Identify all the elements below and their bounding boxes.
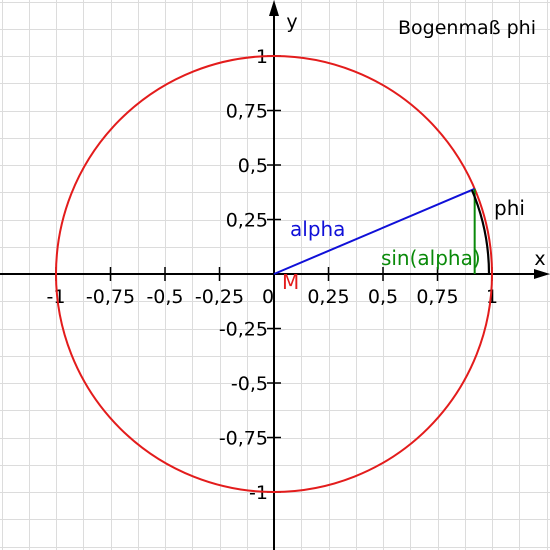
y-tick-label: -0,5 [231, 373, 268, 395]
x-tick-label: 1 [486, 286, 498, 308]
center-label-m: M [282, 270, 299, 294]
figure-title: Bogenmaß phi [398, 17, 536, 39]
y-tick-label: -0,25 [219, 319, 268, 341]
x-tick-label: 0 [262, 286, 274, 308]
x-tick-label: 0,75 [416, 286, 458, 308]
alpha-label: alpha [290, 217, 345, 241]
y-axis-label: y [286, 11, 297, 33]
unit-circle [55, 55, 493, 493]
phi-label: phi [494, 196, 525, 220]
y-tick-label: -0,75 [219, 428, 268, 450]
sine-label: sin(alpha) [381, 246, 481, 270]
x-axis-label: x [534, 248, 545, 270]
x-tick-label: 0,25 [307, 286, 349, 308]
x-tick-label: 0,5 [368, 286, 398, 308]
x-tick-label: -0,25 [195, 286, 244, 308]
y-tick-label: -1 [249, 482, 268, 504]
arc-phi [470, 189, 491, 275]
x-tick-label: -0,5 [146, 286, 183, 308]
x-axis-arrowhead [534, 269, 550, 279]
x-tick-label: -1 [47, 286, 66, 308]
y-axis-arrowhead [269, 0, 279, 16]
y-tick-label: 0,25 [226, 210, 268, 232]
y-tick-label: 0,75 [226, 101, 268, 123]
y-tick-label: 0,5 [238, 155, 268, 177]
radius-line-alpha [273, 187, 476, 275]
x-tick-label: -0,75 [86, 286, 135, 308]
